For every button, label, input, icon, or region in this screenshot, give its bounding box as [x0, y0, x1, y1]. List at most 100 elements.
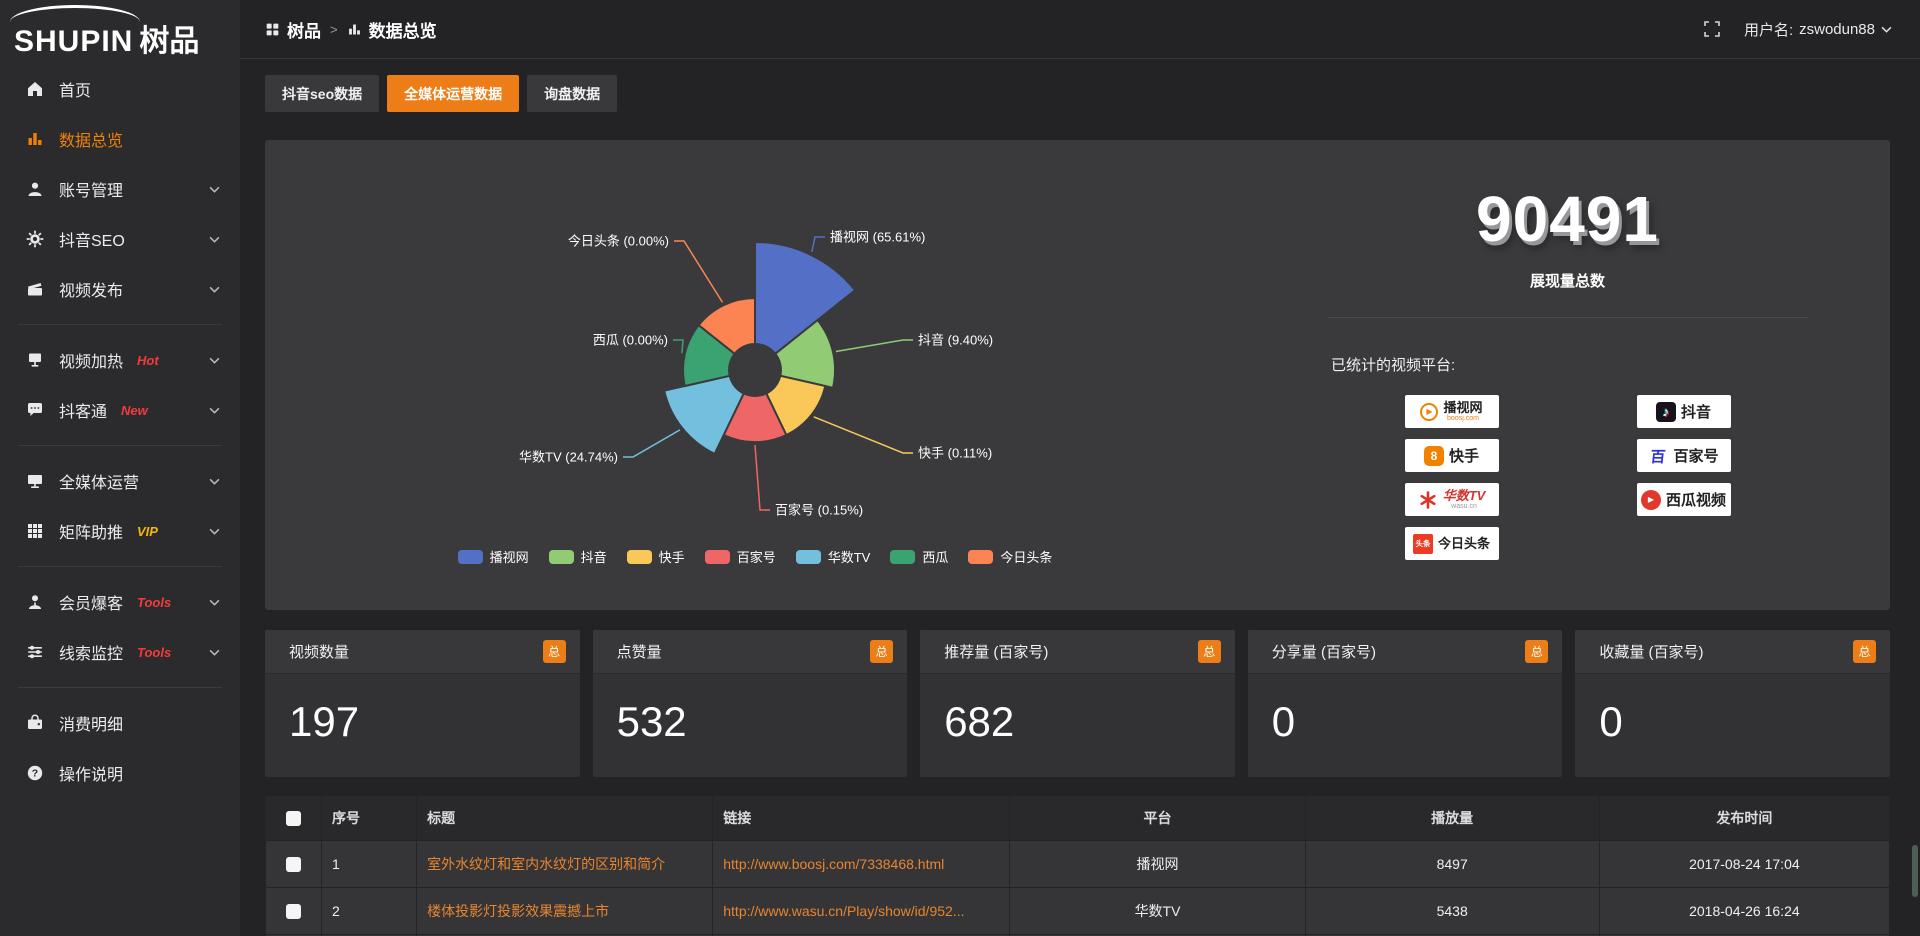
sidebar-item-clue-monitor[interactable]: 线索监控 Tools: [0, 627, 240, 677]
legend-item-快手[interactable]: 快手: [626, 547, 685, 566]
cell-title-link[interactable]: 室外水纹灯和室内水纹灯的区别和简介: [416, 840, 714, 888]
table-row[interactable]: 2 楼体投影灯投影效果震撼上市 http://www.wasu.cn/Play/sh…: [264, 887, 1891, 935]
column-header[interactable]: 平台: [1009, 795, 1306, 841]
column-header[interactable]: 发布时间: [1598, 795, 1891, 841]
sidebar-item-video-publish[interactable]: 视频发布: [0, 264, 240, 314]
legend-item-华数TV[interactable]: 华数TV: [795, 547, 871, 566]
legend-marker: [795, 549, 821, 564]
row-checkbox[interactable]: [286, 904, 302, 920]
pie-label-line: [813, 416, 913, 454]
column-header[interactable]: 链接: [712, 795, 1011, 841]
sidebar-item-label: 视频发布: [59, 283, 124, 300]
legend-label: 华数TV: [827, 550, 871, 565]
legend-item-今日头条[interactable]: 今日头条: [968, 547, 1052, 566]
breadcrumb-item[interactable]: 树品: [265, 17, 321, 42]
column-header[interactable]: 标题: [416, 795, 714, 841]
sidebar-item-member-burst[interactable]: 会员爆客 Tools: [0, 577, 240, 627]
comment-icon: [28, 403, 42, 416]
column-header[interactable]: 序号: [321, 795, 418, 841]
sidebar-item-label: 全媒体运营: [59, 475, 140, 492]
fullscreen-icon[interactable]: [1704, 21, 1720, 37]
heat-icon: [29, 353, 41, 367]
platform-name: 快手: [1448, 448, 1479, 465]
sidebar-item-data-overview[interactable]: 数据总览: [0, 114, 240, 164]
stat-card: 点赞量 总 532: [592, 630, 908, 777]
toutiao-logo-icon: 头条: [1412, 533, 1433, 554]
stat-card-header: 分享量 (百家号) 总: [1247, 630, 1563, 674]
legend-item-播视网[interactable]: 播视网: [457, 547, 529, 566]
user-menu[interactable]: 用户名: zswodun88: [1744, 19, 1892, 40]
pie-sector-抖音[interactable]: [773, 318, 836, 389]
pie-sector-今日头条[interactable]: [697, 296, 756, 356]
sidebar-item-label: 数据总览: [59, 133, 124, 150]
legend-item-抖音[interactable]: 抖音: [548, 547, 607, 566]
chevron-down-icon: [209, 186, 220, 193]
cell-platform: 华数TV: [1009, 887, 1306, 935]
summary-panel: 90491 展现量总数 已统计的视频平台: ▶ 播视网 boosj.com ♪ 抖音 8 快…: [1245, 140, 1890, 610]
breadcrumb: 树品 > 数据总览: [265, 17, 437, 42]
platform-card-xigua: ▶ 西瓜视频: [1636, 483, 1731, 516]
platform-card-kuaishou: 8 快手: [1404, 439, 1499, 472]
pie-sector-播视网[interactable]: [754, 240, 857, 356]
row-checkbox[interactable]: [286, 857, 302, 873]
sidebar-item-label: 线索监控: [59, 646, 124, 663]
sidebar-item-operation-help[interactable]: ? 操作说明: [0, 748, 240, 798]
stat-card-value: 532: [616, 698, 687, 745]
rose-pie-chart: 播视网 (65.61%) 抖音 (9.40%) 快手 (0.11%) 百家号 (0.1…: [519, 230, 993, 518]
total-badge: 总: [1852, 640, 1876, 663]
table-row[interactable]: 1 室外水纹灯和室内水纹灯的区别和简介 http://www.boosj.com/7…: [264, 840, 1891, 888]
sidebar-item-video-heat[interactable]: 视频加热 Hot: [0, 335, 240, 385]
cell-time: 2018-04-26 16:24: [1598, 887, 1891, 935]
pie-label: 快手 (0.11%): [918, 446, 992, 461]
cell-title-link[interactable]: 楼体投影灯投影效果震撼上市: [416, 887, 714, 935]
sidebar-item-home[interactable]: 首页: [0, 64, 240, 114]
select-all-checkbox[interactable]: [286, 811, 302, 827]
breadcrumb-item[interactable]: 数据总览: [347, 17, 437, 42]
platform-name: 今日头条: [1437, 535, 1490, 551]
cell-url-link[interactable]: http://www.boosj.com/7338468.html: [712, 840, 1011, 888]
pie-sector-华数TV[interactable]: [663, 374, 746, 456]
chevron-down-icon: [209, 286, 220, 293]
page-scrollbar-thumb[interactable]: [1912, 845, 1918, 897]
cell-url-link[interactable]: http://www.wasu.cn/Play/show/id/952...: [712, 887, 1011, 935]
impressions-total-label: 展现量总数: [1529, 273, 1605, 290]
sliders-icon: [28, 645, 42, 659]
stat-card-header: 推荐量 (百家号) 总: [920, 630, 1235, 674]
tab-询盘数据[interactable]: 询盘数据: [527, 75, 618, 112]
chevron-down-icon: [209, 357, 220, 364]
sidebar-item-matrix-boost[interactable]: 矩阵助推 VIP: [0, 506, 240, 556]
sidebar-divider: [18, 566, 222, 567]
column-header[interactable]: 播放量: [1304, 795, 1600, 841]
platform-card-boosj: ▶ 播视网 boosj.com: [1404, 395, 1499, 428]
sidebar-item-media-operation[interactable]: 全媒体运营: [0, 456, 240, 506]
stat-card-value: 0: [1599, 698, 1623, 745]
breadcrumb-separator: >: [330, 21, 338, 37]
stat-card-header: 点赞量 总: [592, 630, 908, 674]
sidebar-item-douketong[interactable]: 抖客通 New: [0, 385, 240, 435]
total-badge: 总: [1197, 640, 1221, 663]
cell-plays: 5438: [1304, 887, 1600, 935]
tab-全媒体运营数据[interactable]: 全媒体运营数据: [387, 75, 520, 112]
stat-card-label: 分享量 (百家号): [1271, 644, 1376, 661]
sidebar-item-douyin-seo[interactable]: 抖音SEO: [0, 214, 240, 264]
legend-item-西瓜[interactable]: 西瓜: [890, 547, 948, 566]
legend-item-百家号[interactable]: 百家号: [704, 547, 776, 566]
stat-card-label: 视频数量: [289, 644, 350, 661]
svg-text:?: ?: [32, 768, 38, 780]
chevron-down-icon: [209, 407, 220, 414]
topbar: 树品 > 数据总览 用户名: zswodun88: [240, 0, 1920, 59]
sidebar-item-account-manage[interactable]: 账号管理: [0, 164, 240, 214]
pie-label: 华数TV (24.74%): [519, 450, 618, 465]
sidebar-badge: New: [121, 402, 148, 418]
stat-card-value: 0: [1271, 698, 1296, 745]
clapper-icon: [28, 283, 42, 296]
stat-card-header: 视频数量 总: [265, 630, 580, 674]
sidebar-item-consume-detail[interactable]: 消费明细: [0, 698, 240, 748]
tab-抖音seo数据[interactable]: 抖音seo数据: [265, 75, 380, 112]
chevron-down-icon: [209, 599, 220, 606]
main-area: 树品 > 数据总览 用户名: zswodun88 抖音seo数据 全媒体运营数据 询盘数…: [240, 0, 1920, 936]
platform-sub: wasu.cn: [1451, 502, 1477, 510]
chart-legend: 播视网 抖音 快手 百家号 华数TV 西瓜 今日头条: [265, 547, 1245, 566]
legend-marker: [890, 549, 916, 564]
sidebar-nav: 首页数据总览账号管理 抖音SEO 视频发布视频加热 Hot 抖客通 New 全媒体运营矩阵助…: [0, 64, 240, 798]
